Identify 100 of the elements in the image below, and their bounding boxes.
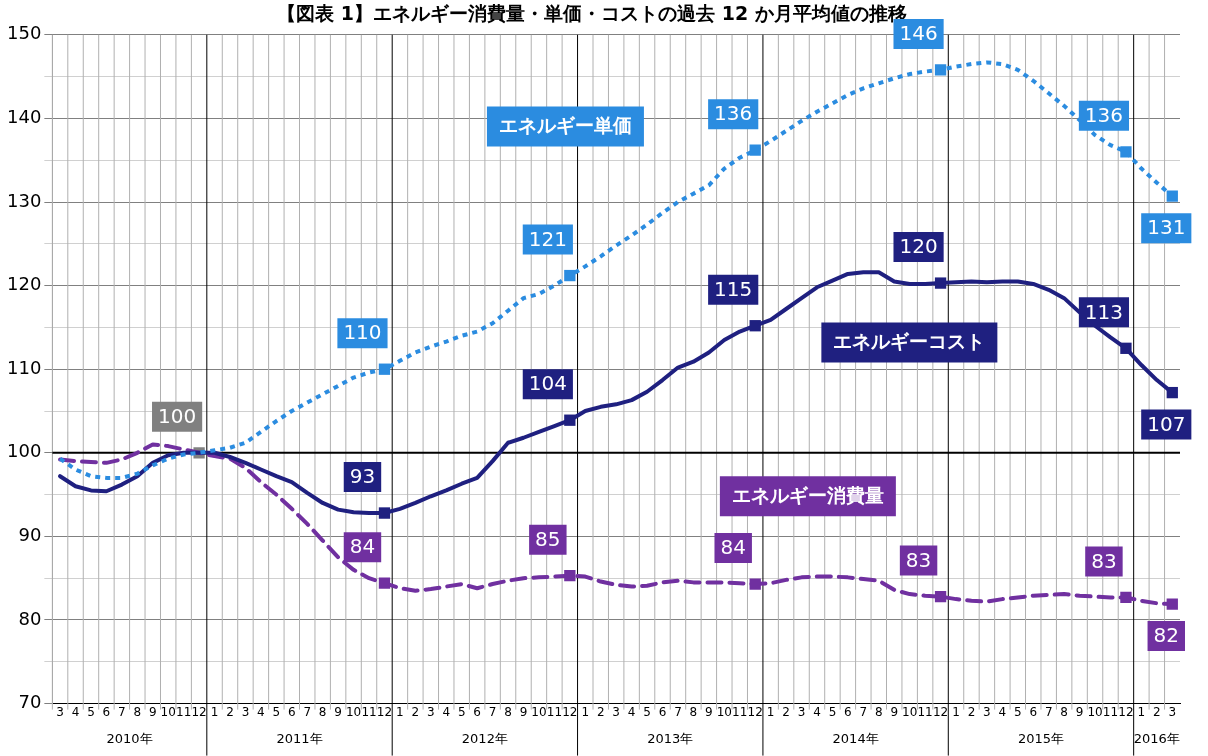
x-tick-label: 6 xyxy=(844,704,852,719)
text: 2012年 xyxy=(461,730,508,746)
x-tick-label: 11 xyxy=(361,704,377,719)
x-tick-label: 2 xyxy=(967,704,976,719)
x-tick-label: 12 xyxy=(932,704,949,719)
x-tick-label: 12 xyxy=(562,704,578,719)
y-tick-label: 150 xyxy=(7,22,42,44)
text: 2010年 xyxy=(106,730,153,746)
x-tick-label: 5 xyxy=(1013,704,1022,719)
y-tick-label: 100 xyxy=(7,440,42,462)
point xyxy=(564,269,576,282)
x-tick-label: 1 xyxy=(1137,704,1146,719)
text: エネルギー消費量 xyxy=(731,484,884,507)
point xyxy=(749,320,761,332)
x-tick-label: 2 xyxy=(596,704,605,719)
x-tick-label: 11 xyxy=(1102,704,1119,719)
data-label: 136 xyxy=(714,101,753,126)
data-label: 121 xyxy=(528,226,567,251)
point xyxy=(749,578,761,590)
data-label: 113 xyxy=(1084,299,1124,324)
x-tick-label: 10 xyxy=(902,704,918,719)
text: エネルギー単価 xyxy=(498,114,632,137)
x-tick-label: 12 xyxy=(191,704,207,719)
data-label: 85 xyxy=(535,526,561,551)
y-tick-label: 110 xyxy=(7,356,42,378)
text: エネルギーコスト xyxy=(833,330,986,353)
data-label: 120 xyxy=(899,234,938,259)
x-tick-label: 4 xyxy=(998,704,1007,719)
text: 2016年 xyxy=(1133,730,1180,746)
point xyxy=(1120,342,1132,354)
data-label: 107 xyxy=(1147,411,1186,436)
y-tick-label: 120 xyxy=(7,273,42,295)
x-tick-label: 1 xyxy=(581,704,590,719)
x-tick-label: 10 xyxy=(531,704,547,719)
x-tick-label: 1 xyxy=(396,704,404,719)
point xyxy=(1120,146,1132,158)
x-tick-label: 3 xyxy=(797,704,806,719)
x-tick-label: 8 xyxy=(1060,704,1068,719)
x-tick-label: 10 xyxy=(1087,704,1103,719)
x-tick-label: 11 xyxy=(917,704,933,719)
y-tick-label: 140 xyxy=(7,106,42,128)
x-tick-label: 4 xyxy=(71,704,80,719)
x-tick-label: 6 xyxy=(102,704,111,719)
point xyxy=(934,64,947,76)
point xyxy=(934,277,947,289)
x-tick-label: 5 xyxy=(272,704,281,719)
x-tick-label: 11 xyxy=(176,704,192,719)
x-tick-label: 7 xyxy=(488,704,497,719)
data-label: 110 xyxy=(343,320,382,345)
point xyxy=(1166,598,1178,610)
x-tick-label: 10 xyxy=(345,704,362,719)
x-tick-label: 3 xyxy=(241,704,250,719)
x-tick-label: 4 xyxy=(442,704,451,719)
x-tick-label: 11 xyxy=(546,704,563,719)
x-tick-label: 1 xyxy=(766,704,775,719)
x-tick-label: 4 xyxy=(813,704,821,719)
x-tick-label: 9 xyxy=(1075,704,1084,719)
x-tick-label: 6 xyxy=(1029,704,1038,719)
x-tick-label: 5 xyxy=(643,704,651,719)
x-tick-label: 5 xyxy=(828,704,837,719)
x-tick-label: 5 xyxy=(87,704,95,719)
x-tick-label: 6 xyxy=(473,704,481,719)
point xyxy=(378,577,391,589)
y-tick-label: 80 xyxy=(18,607,42,629)
text: 2011年 xyxy=(276,730,323,746)
x-tick-label: 8 xyxy=(318,704,327,719)
data-label: 84 xyxy=(720,535,746,560)
data-label: 100 xyxy=(158,404,197,428)
point xyxy=(378,363,391,375)
y-tick-label: 130 xyxy=(7,189,42,211)
data-label: 104 xyxy=(528,371,567,396)
x-tick-label: 10 xyxy=(160,704,176,719)
data-label: 115 xyxy=(714,276,753,301)
data-label: 136 xyxy=(1084,103,1124,128)
x-tick-label: 2 xyxy=(411,704,420,719)
x-tick-label: 1 xyxy=(210,704,219,719)
text: 2013年 xyxy=(647,730,694,746)
x-tick-label: 12 xyxy=(1118,704,1134,719)
x-tick-label: 8 xyxy=(133,704,142,719)
data-label: 131 xyxy=(1147,215,1186,240)
x-tick-label: 8 xyxy=(874,704,883,719)
x-tick-label: 12 xyxy=(376,704,393,719)
x-tick-label: 9 xyxy=(148,704,157,719)
point xyxy=(1166,386,1178,399)
x-tick-label: 8 xyxy=(689,704,698,719)
x-tick-label: 9 xyxy=(334,704,342,719)
x-tick-label: 9 xyxy=(519,704,528,719)
x-tick-label: 2 xyxy=(1153,704,1161,719)
x-tick-label: 12 xyxy=(747,704,763,719)
x-tick-label: 8 xyxy=(504,704,512,719)
data-label: 83 xyxy=(1091,548,1117,573)
x-tick-label: 11 xyxy=(732,704,748,719)
point xyxy=(934,590,947,603)
x-tick-label: 6 xyxy=(658,704,667,719)
point xyxy=(378,507,391,519)
x-tick-label: 3 xyxy=(56,704,64,719)
x-tick-label: 3 xyxy=(612,704,620,719)
x-tick-label: 6 xyxy=(287,704,296,719)
y-tick-label: 70 xyxy=(18,691,42,713)
x-tick-label: 7 xyxy=(1044,704,1053,719)
